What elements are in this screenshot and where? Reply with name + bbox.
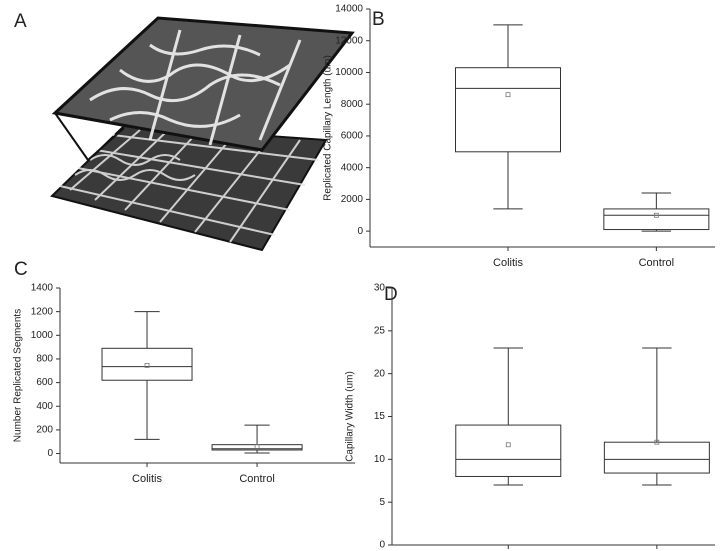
panel-label: D [384, 284, 398, 305]
y-tick-label: 1400 [31, 283, 54, 294]
mean [505, 442, 511, 448]
y-tick-label: 600 [36, 377, 53, 388]
box [603, 208, 710, 231]
y-tick-label: 4000 [341, 162, 364, 173]
y-tick-label: 6000 [341, 131, 364, 142]
y-tick-label: 0 [379, 540, 385, 551]
mean [654, 439, 660, 445]
y-tick-label: 2000 [341, 194, 364, 205]
y-tick-label: 8000 [341, 99, 364, 110]
box [455, 67, 561, 153]
y-tick-label: 200 [36, 425, 53, 436]
y-tick-label: 800 [36, 354, 53, 365]
y-tick-label: 1000 [31, 330, 54, 341]
y-tick-label: 12000 [335, 35, 363, 46]
y-tick-label: 20 [374, 368, 386, 379]
y-tick-label: 15 [374, 411, 386, 422]
mean [505, 92, 511, 98]
mean [653, 212, 659, 218]
panel-label: A [14, 11, 27, 32]
y-tick-label: 10 [374, 454, 386, 465]
x-tick-label: Colitis [493, 257, 523, 269]
y-tick-label: 10000 [335, 67, 363, 78]
y-axis-label: Number Replicated Segments [13, 309, 24, 442]
x-tick-label: Control [239, 473, 274, 485]
mean [254, 444, 260, 449]
box [101, 347, 193, 381]
y-tick-label: 25 [374, 325, 386, 336]
y-tick-label: 0 [357, 226, 363, 237]
y-tick-label: 14000 [335, 4, 363, 15]
y-tick-label: 0 [47, 448, 53, 459]
y-tick-label: 400 [36, 401, 53, 412]
tissue-render [50, 16, 355, 252]
y-axis-label: Capillary Width (um) [345, 371, 356, 462]
y-tick-label: 1200 [31, 306, 54, 317]
y-axis-label: Replicated Capillary Length (um) [323, 55, 334, 201]
box [603, 441, 710, 474]
panel-label: B [372, 9, 385, 30]
x-tick-label: Control [639, 257, 674, 269]
mean [144, 363, 150, 368]
panel-label: C [14, 259, 28, 280]
y-tick-label: 5 [379, 497, 385, 508]
x-tick-label: Colitis [132, 473, 162, 485]
y-tick-label: 30 [374, 283, 386, 294]
box [455, 424, 562, 477]
